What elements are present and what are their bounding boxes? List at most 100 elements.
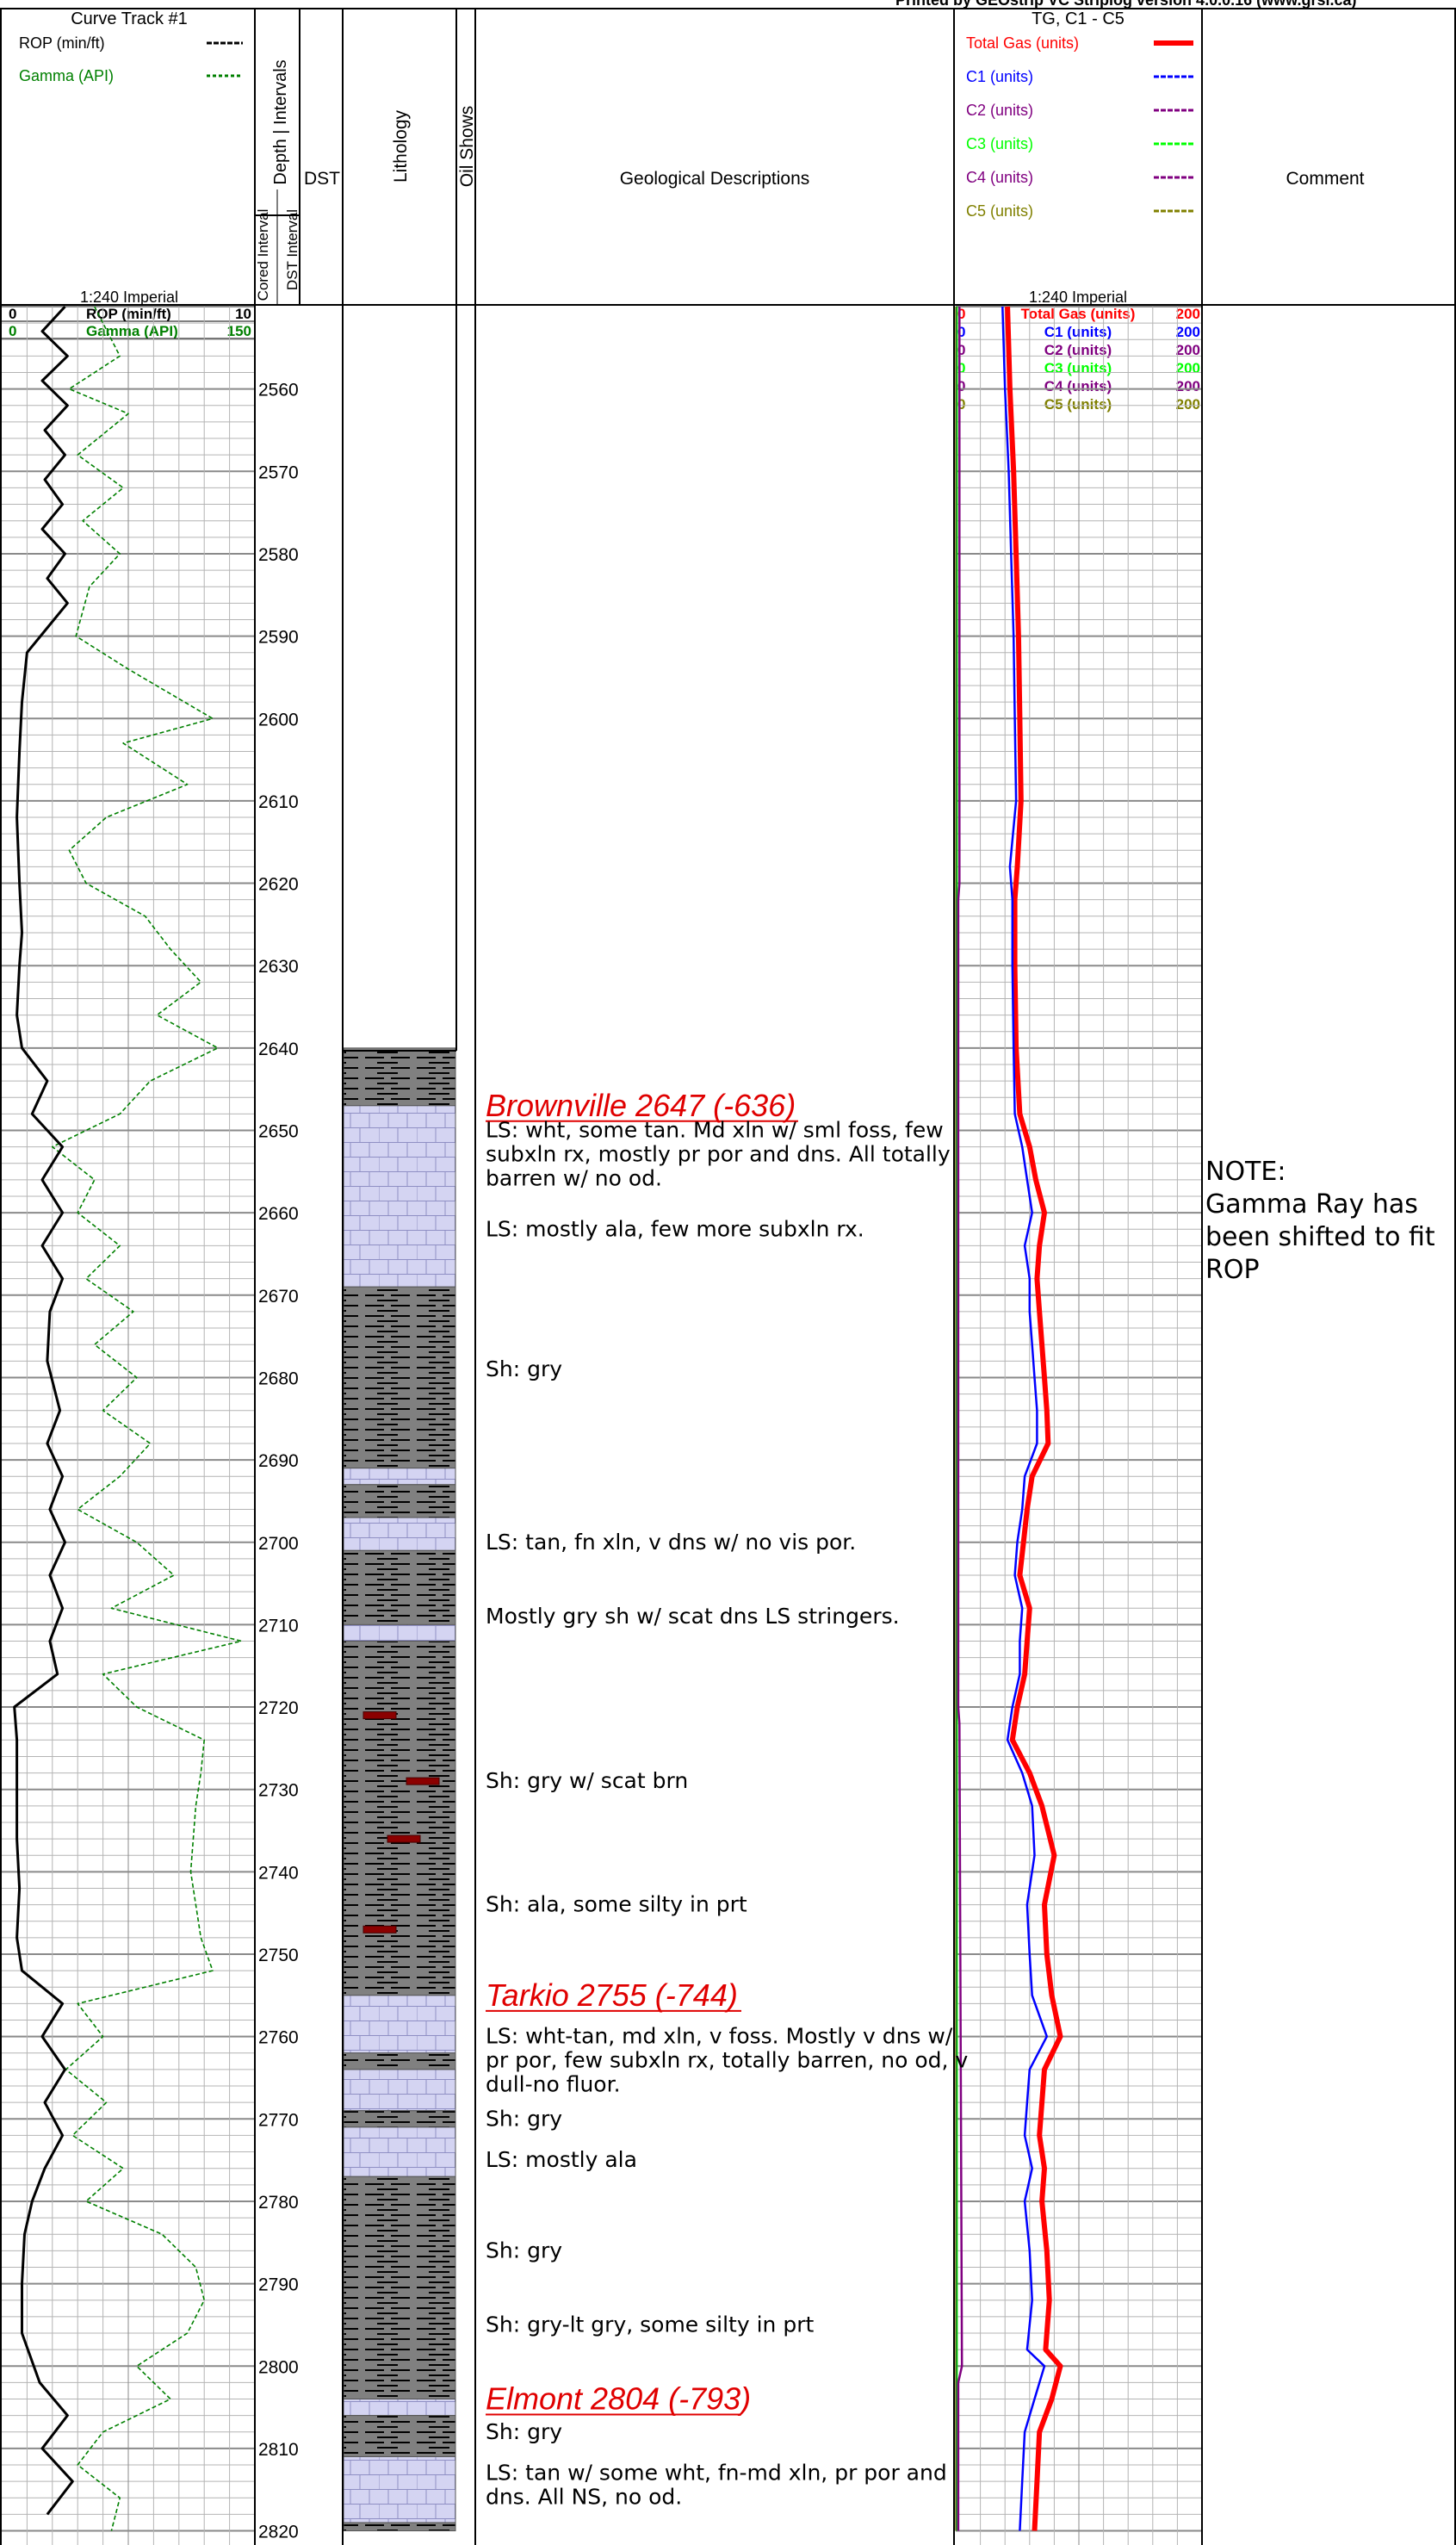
depth-tick-label: 2660	[258, 1204, 299, 1224]
gas-scale-label: C5 (units)	[1044, 396, 1112, 413]
description-line: Sh: ala, some silty in prt	[486, 1892, 747, 1917]
gas-scale-min: 0	[957, 324, 965, 340]
gas-scale-min: 0	[957, 342, 965, 358]
depth-tick-label: 2770	[258, 2110, 299, 2130]
curve-legend: ROP (min/ft) Gamma (API)	[19, 34, 243, 84]
lithology-bed-shale	[343, 2415, 456, 2457]
series-line-gamma	[51, 306, 243, 2531]
lithology-bed-limestone	[343, 1623, 456, 1642]
depth-tick-label: 2730	[258, 1781, 299, 1801]
comment-line: ROP	[1205, 1255, 1260, 1285]
depth-tick-label: 2650	[258, 1122, 299, 1142]
depth-tick-label: 2600	[258, 710, 299, 729]
depth-tick-label: 2570	[258, 462, 299, 482]
depth-tick-label: 2560	[258, 381, 299, 400]
depth-tick-label: 2790	[258, 2275, 299, 2295]
gas-scale-min: 0	[957, 306, 965, 322]
description-line: LS: tan, fn xln, v dns w/ no vis por.	[486, 1530, 856, 1555]
depth-tick-label: 2670	[258, 1287, 299, 1307]
depth-tick-label: 2620	[258, 875, 299, 895]
printed-by-text: Printed by GEOstrip VC Striplog version …	[895, 0, 1356, 9]
description-line: pr por, few subxln rx, totally barren, n…	[486, 2048, 968, 2073]
gas-legend-label: Total Gas (units)	[966, 34, 1079, 52]
depth-tick-label: 2640	[258, 1040, 299, 1059]
scale-max: 10	[235, 306, 251, 322]
description-line: LS: mostly ala, few more subxln rx.	[486, 1216, 864, 1241]
gas-scale-max: 200	[1176, 342, 1200, 358]
gas-legend-label: C5 (units)	[966, 202, 1033, 220]
lithology-bed-shale	[343, 1549, 456, 1625]
lithology-bed-shale	[343, 1641, 456, 1996]
formation-top-label: Brownville 2647 (-636)	[486, 1088, 796, 1123]
lithology-bed-limestone	[343, 1995, 456, 2054]
lithology-brown-streak	[362, 1925, 397, 1934]
depth-tick-label: 2690	[258, 1451, 299, 1471]
scale-min: 0	[9, 306, 16, 322]
lithology-bed-limestone	[343, 2399, 456, 2417]
gas-scale-min: 0	[957, 396, 965, 413]
lithology-bed-shale	[343, 2176, 456, 2400]
description-line: LS: tan w/ some wht, fn-md xln, pr por a…	[486, 2461, 947, 2486]
gas-scale-label: C1 (units)	[1044, 324, 1112, 340]
description-line: LS: mostly ala	[486, 2147, 637, 2172]
description-line: barren w/ no od.	[486, 1166, 662, 1191]
scale-min: 0	[9, 323, 16, 339]
gas-scale-min: 0	[957, 360, 965, 376]
lithology-bed-shale	[343, 1047, 456, 1107]
description-line: Sh: gry w/ scat brn	[486, 1768, 688, 1793]
description-line: dns. All NS, no od.	[486, 2485, 682, 2510]
comment-line: been shifted to fit	[1205, 1222, 1435, 1252]
lithology-brown-streak	[387, 1834, 421, 1843]
curve-legend-label: ROP (min/ft)	[19, 34, 105, 52]
gas-legend-label: C3 (units)	[966, 135, 1033, 152]
curve-track-grid	[2, 306, 255, 2545]
description-line: Sh: gry	[486, 2419, 562, 2444]
gas-legend-label: C2 (units)	[966, 102, 1033, 119]
depth-tick-label: 2710	[258, 1616, 299, 1636]
gas-scale-max: 200	[1176, 324, 1200, 340]
oil-shows-column-label: Oil Shows	[457, 106, 477, 188]
comment-line: NOTE:	[1205, 1157, 1286, 1187]
lithology-bed-shale	[343, 2522, 456, 2532]
gas-scale-label: Total Gas (units)	[1021, 306, 1136, 322]
depth-tick-label: 2720	[258, 1698, 299, 1718]
depth-tick-label: 2740	[258, 1863, 299, 1883]
lithology-bed-limestone	[343, 1105, 456, 1288]
depth-tick-label: 2780	[258, 2193, 299, 2213]
description-line: dull-no fluor.	[486, 2072, 621, 2097]
series-line-total	[1005, 306, 1063, 2531]
gas-scale-min: 0	[957, 378, 965, 394]
curve-series	[13, 305, 1063, 2531]
gas-scale-max: 200	[1176, 396, 1200, 413]
depth-tick-label: 2580	[258, 545, 299, 565]
gas-scale-max: 200	[1176, 306, 1200, 322]
description-line: subxln rx, mostly pr por and dns. All to…	[486, 1142, 951, 1167]
curve-legend-label: Gamma (API)	[19, 67, 114, 84]
series-line-c2	[957, 307, 963, 2531]
depth-tick-label: 2590	[258, 628, 299, 648]
description-line: Mostly gry sh w/ scat dns LS stringers.	[486, 1604, 900, 1629]
gas-track-title: TG, C1 - C5	[1032, 9, 1125, 28]
depth-tick-label: 2750	[258, 1946, 299, 1965]
formation-top-label: Elmont 2804 (-793)	[486, 2381, 751, 2417]
depth-tick-label: 2810	[258, 2440, 299, 2460]
log-header: Printed by GEOstrip VC Striplog version …	[19, 0, 1365, 306]
lithology-column	[343, 1047, 456, 2532]
lithology-bed-limestone	[343, 2126, 456, 2177]
gas-track-grid	[956, 306, 1202, 2545]
description-line: LS: wht, some tan. Md xln w/ sml foss, f…	[486, 1118, 944, 1143]
gas-scale-max: 200	[1176, 378, 1200, 394]
depth-tick-labels: 2560 2570 2580 2590 2600 2610 2620 2630 2640 2650…	[258, 381, 299, 2542]
lithology-bed-shale	[343, 2052, 456, 2070]
gas-scale-label: C4 (units)	[1044, 378, 1112, 394]
series-line-c1	[1001, 306, 1049, 2531]
dst-column-label: DST	[304, 169, 340, 189]
gas-scale-max: 200	[1176, 360, 1200, 376]
comment-line: Gamma Ray has	[1205, 1189, 1418, 1220]
lithology-bed-limestone	[343, 1517, 456, 1551]
depth-tick-label: 2680	[258, 1369, 299, 1388]
gas-legend-label: C1 (units)	[966, 68, 1033, 85]
lithology-bed-limestone	[343, 2455, 456, 2523]
lithology-bed-shale	[343, 1484, 456, 1518]
